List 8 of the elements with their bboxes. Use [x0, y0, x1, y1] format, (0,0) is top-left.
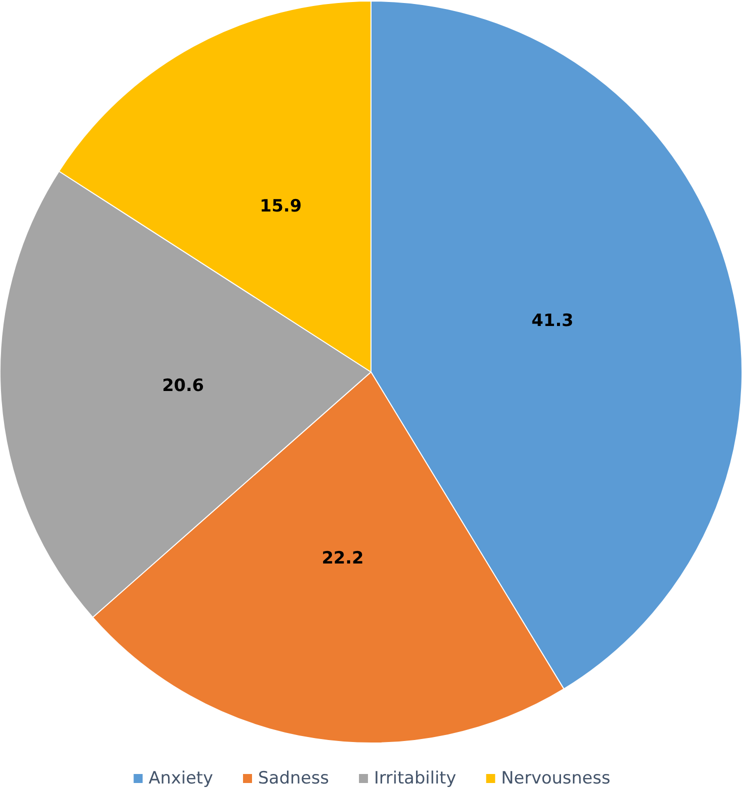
data-label: 15.9 — [260, 196, 302, 217]
legend-label: Irritability — [374, 768, 456, 788]
legend-label: Nervousness — [501, 768, 610, 788]
legend-label: Anxiety — [148, 768, 214, 788]
data-label: 22.2 — [322, 548, 364, 568]
data-label: 20.6 — [162, 376, 204, 396]
legend-label: Sadness — [258, 768, 330, 788]
data-label: 41.3 — [532, 311, 574, 332]
